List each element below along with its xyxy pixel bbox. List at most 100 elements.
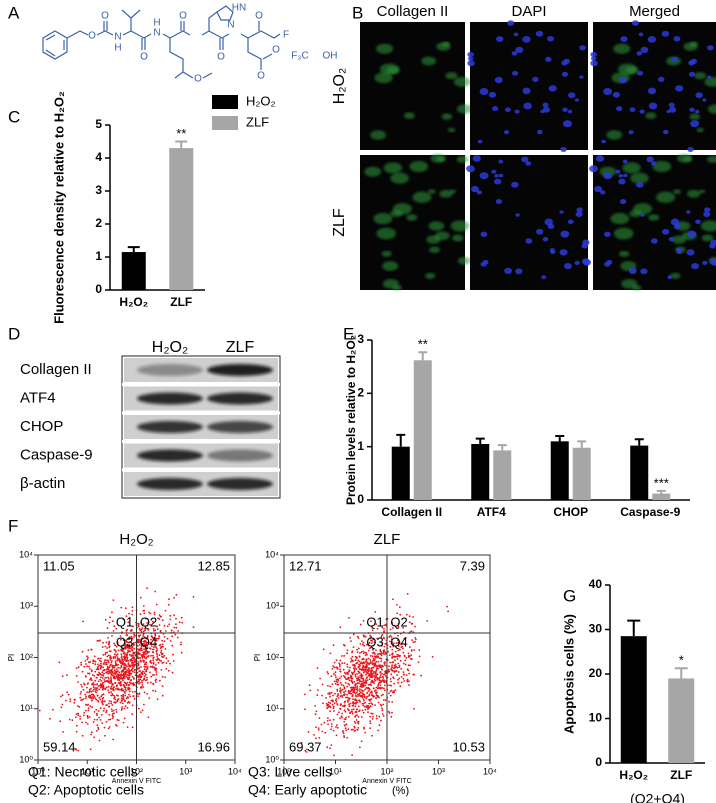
event-dot [139,659,142,662]
event-dot [367,649,370,652]
event-dot [364,635,367,638]
event-dot [409,664,411,667]
event-dot [371,712,374,715]
event-dot [120,653,123,656]
event-dot [137,625,140,628]
event-dot [88,690,91,693]
event-dot [345,729,347,731]
event-dot [389,694,392,697]
event-dot [124,644,127,647]
event-dot [354,674,357,676]
event-dot [75,675,78,677]
event-dot [376,677,379,680]
event-dot [149,612,152,615]
atom-label: O [194,74,202,85]
event-dot [415,638,417,641]
nucleus [582,239,590,246]
event-dot [163,624,166,627]
event-dot [136,692,139,695]
event-dot [370,635,372,638]
event-dot [426,620,429,622]
bar [550,441,569,500]
event-dot [128,665,131,668]
green-signal [622,162,641,174]
event-dot [87,661,90,664]
event-dot [102,696,105,699]
event-dot [108,670,110,672]
event-dot [120,694,123,697]
event-dot [375,715,378,717]
event-dot [75,730,78,733]
event-dot [391,661,394,664]
nucleus [619,199,627,205]
event-dot [64,699,67,702]
event-dot [112,599,115,601]
event-dot [79,715,81,718]
bar [493,450,512,500]
event-dot [341,696,344,699]
event-dot [143,677,146,680]
event-dot [365,706,368,709]
blot-band [137,449,203,462]
green-signal [381,250,392,257]
event-dot [114,672,117,674]
nucleus [544,218,554,226]
event-dot [365,682,368,685]
x-axis-label: (Q2+Q4) [630,791,685,803]
event-dot [398,648,401,651]
event-dot [128,671,131,673]
event-dot [149,641,152,644]
nucleus [707,75,712,79]
event-dot [350,728,353,731]
event-dot [111,664,114,667]
event-dot [344,710,347,713]
event-dot [134,654,137,657]
nucleus [612,91,621,98]
event-dot [391,669,394,672]
event-dot [155,647,158,650]
event-dot [94,697,97,700]
quadrant-percent: 69.37 [289,739,322,754]
nucleus [574,260,580,265]
event-dot [113,695,116,697]
event-dot [355,691,358,694]
y-tick-label: 2 [357,386,364,400]
event-dot [370,676,373,679]
event-dot [165,662,168,664]
event-dot [401,642,404,645]
event-dot [75,724,78,727]
event-dot [391,653,393,656]
green-signal [613,227,634,240]
event-dot [378,677,380,680]
event-dot [113,665,115,667]
event-dot [356,689,359,691]
event-dot [150,618,153,621]
event-dot [351,695,354,697]
event-dot [156,625,159,628]
event-dot [95,708,98,711]
green-signal [630,172,649,184]
event-dot [140,672,143,674]
event-dot [129,695,132,698]
event-dot [128,636,131,638]
event-dot [112,657,115,659]
event-dot [409,631,412,633]
event-dot [347,697,350,700]
event-dot [92,662,94,665]
event-dot [138,635,141,638]
event-dot [102,684,105,687]
event-dot [330,691,333,694]
event-dot [145,642,148,644]
event-dot [132,670,134,673]
event-dot [96,712,98,715]
event-dot [348,617,350,619]
event-dot [61,694,64,697]
event-dot [162,661,165,664]
event-dot [115,711,118,713]
event-dot [129,681,131,684]
event-dot [306,748,308,751]
x-tick-label: 10¹ [329,766,342,776]
event-dot [329,685,332,688]
event-dot [384,699,387,701]
event-dot [102,641,104,644]
